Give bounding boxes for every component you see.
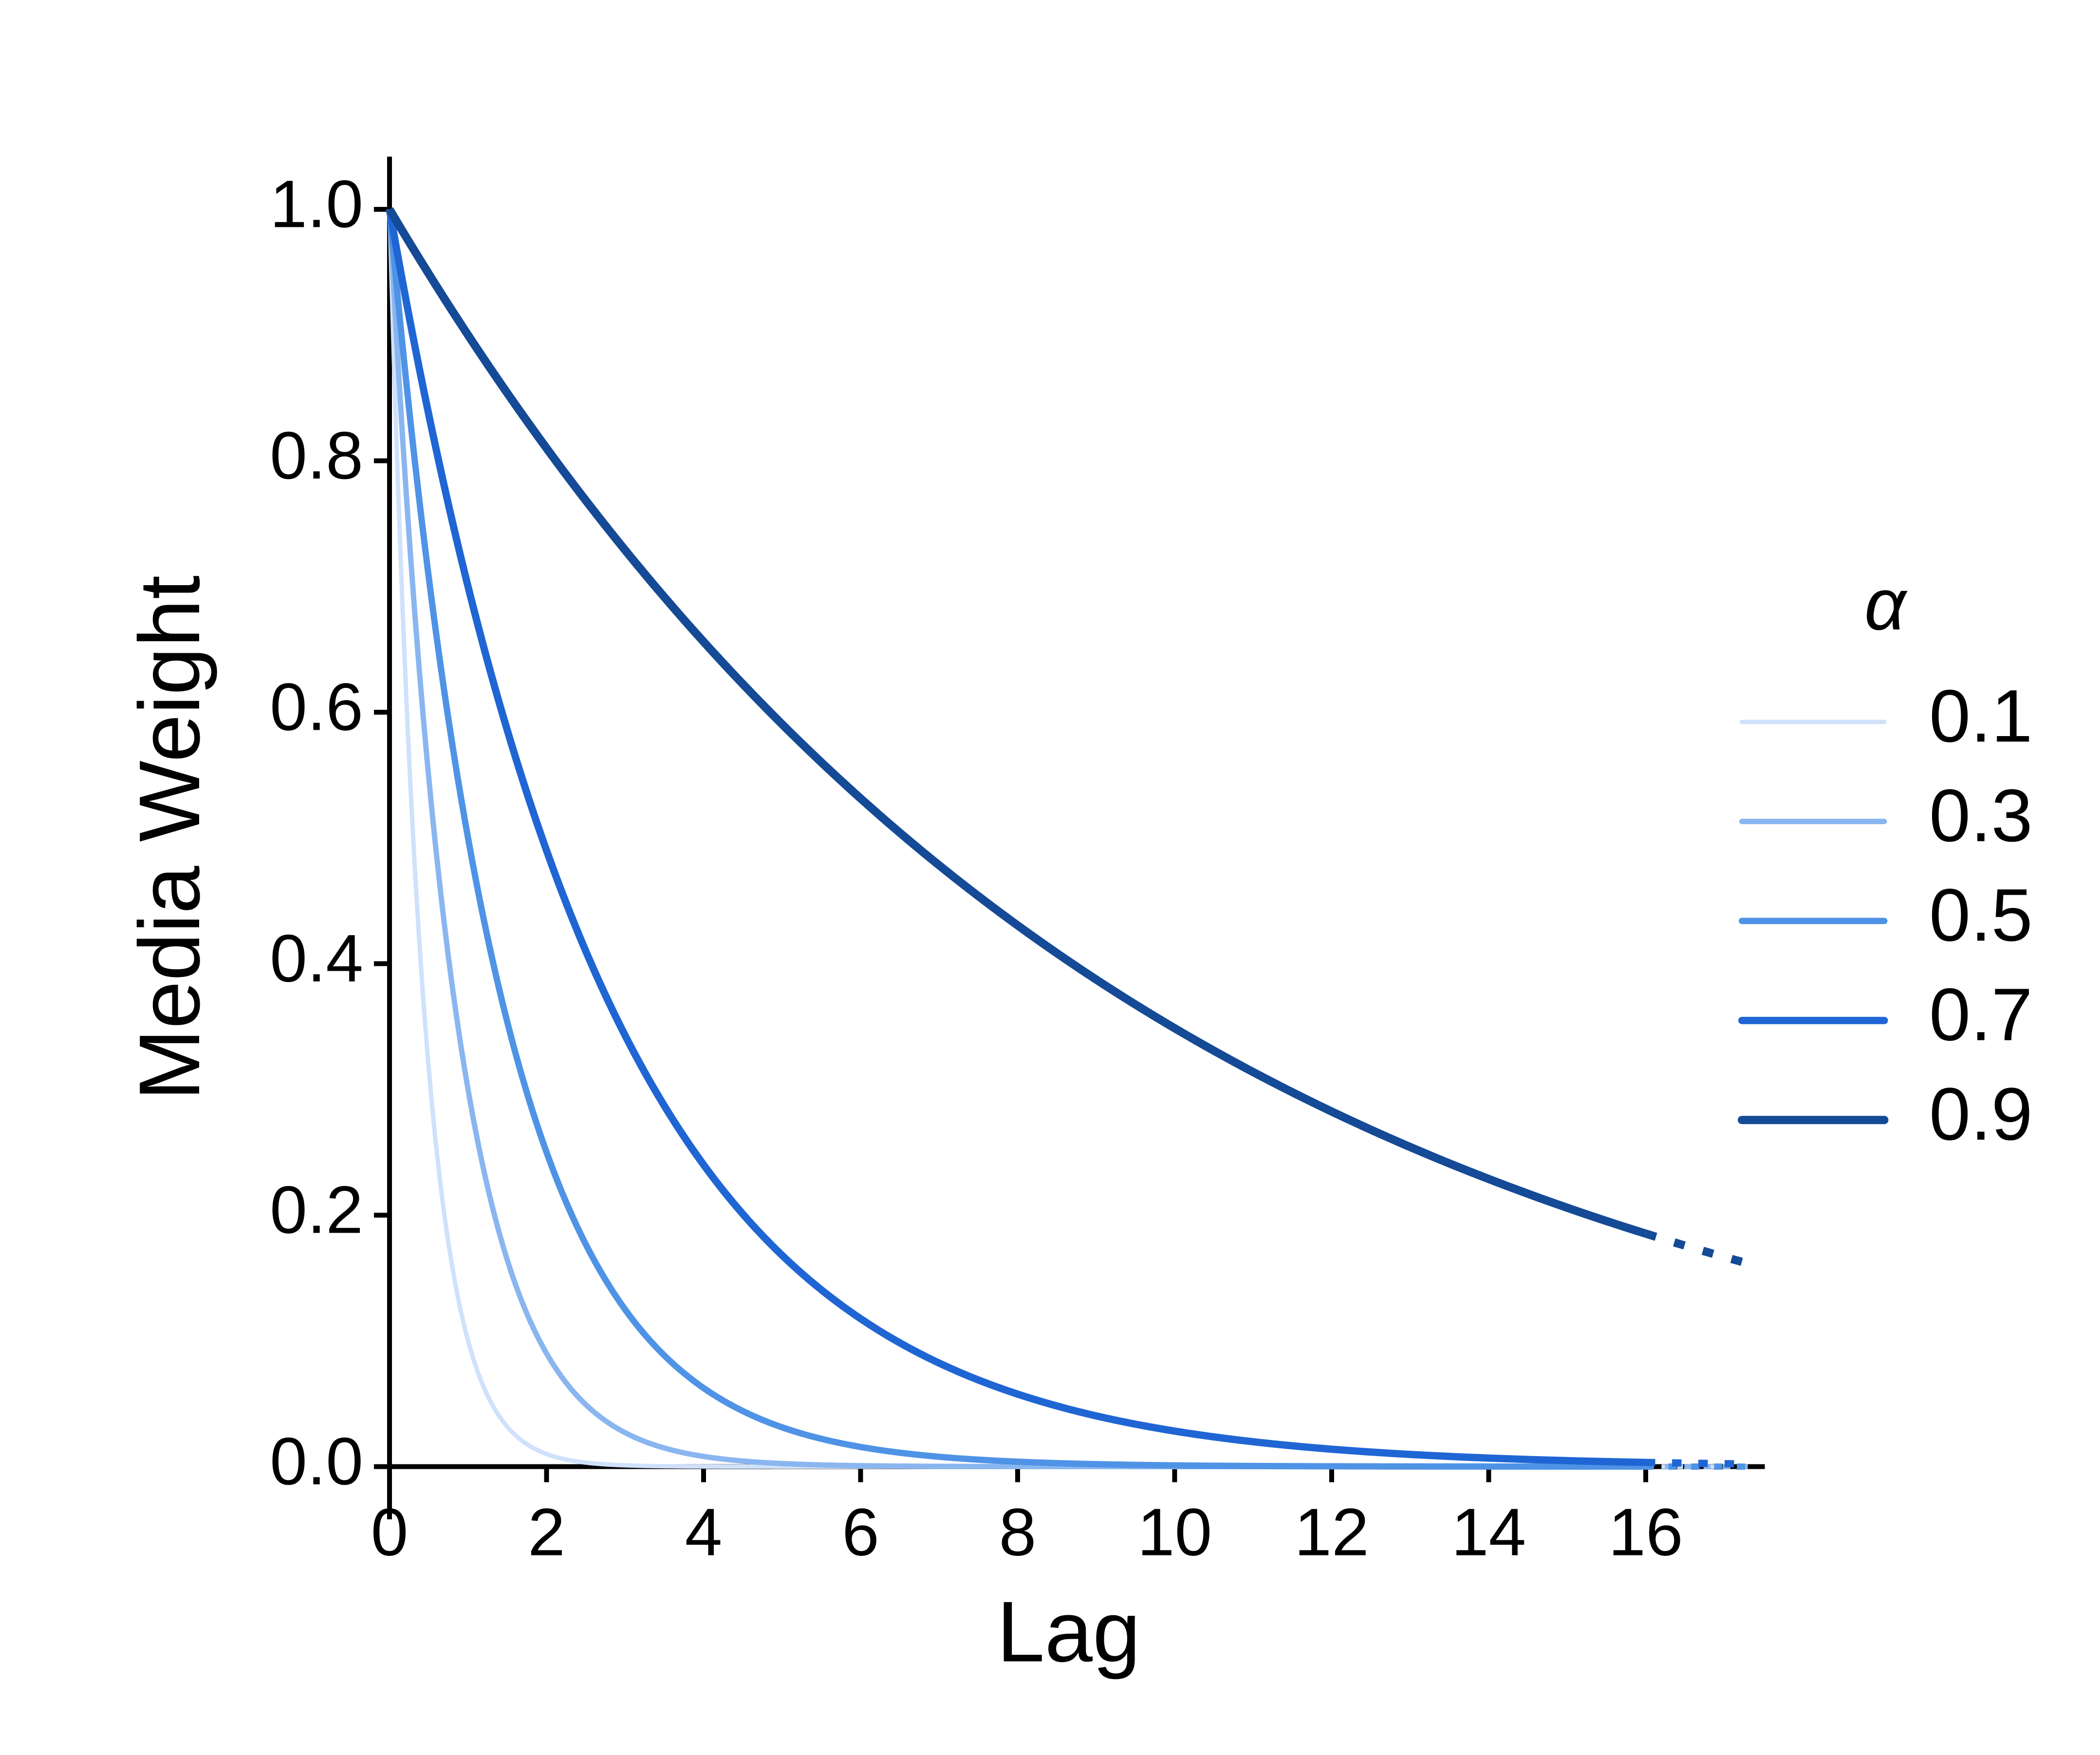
svg-text:0: 0 — [371, 1495, 409, 1570]
svg-text:0.0: 0.0 — [270, 1424, 363, 1499]
svg-text:0.7: 0.7 — [1929, 973, 2033, 1056]
svg-text:0.6: 0.6 — [270, 669, 363, 744]
svg-text:10: 10 — [1137, 1495, 1212, 1570]
svg-text:14: 14 — [1451, 1495, 1526, 1570]
svg-text:Media Weight: Media Weight — [121, 575, 218, 1101]
svg-text:4: 4 — [685, 1495, 723, 1570]
svg-text:12: 12 — [1294, 1495, 1369, 1570]
svg-text:α: α — [1864, 563, 1908, 645]
svg-text:1.0: 1.0 — [270, 166, 363, 241]
svg-text:2: 2 — [528, 1495, 565, 1570]
svg-text:8: 8 — [999, 1495, 1037, 1570]
svg-text:0.3: 0.3 — [1929, 774, 2033, 857]
svg-text:0.2: 0.2 — [270, 1173, 363, 1248]
svg-text:0.9: 0.9 — [1929, 1072, 2033, 1156]
svg-text:0.4: 0.4 — [270, 921, 363, 996]
svg-text:0.5: 0.5 — [1929, 873, 2033, 957]
svg-text:0.8: 0.8 — [270, 418, 363, 493]
svg-text:Lag: Lag — [997, 1584, 1140, 1680]
svg-text:0.1: 0.1 — [1929, 674, 2033, 757]
svg-text:6: 6 — [842, 1495, 879, 1570]
svg-text:16: 16 — [1608, 1495, 1683, 1570]
